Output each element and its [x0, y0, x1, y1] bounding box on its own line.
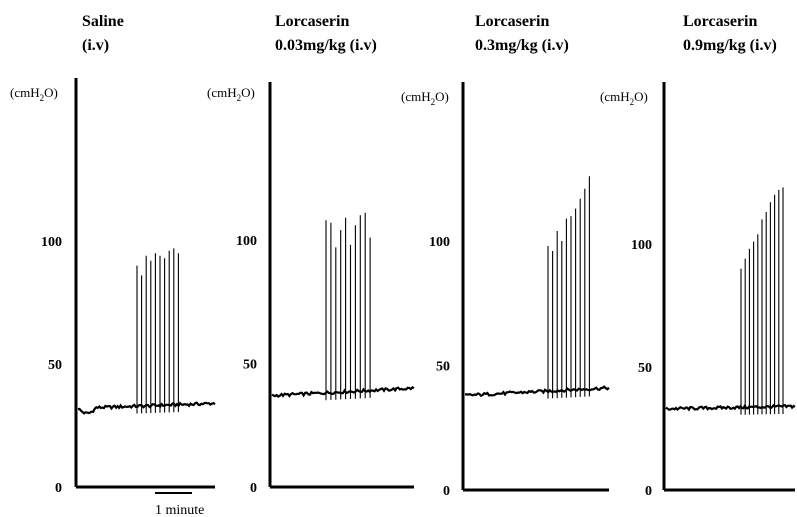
y-tick-label: 100: [236, 234, 257, 249]
panel-title-line: Lorcaserin: [683, 13, 757, 30]
panel-title-line: 0.9mg/kg (i.v): [683, 37, 777, 54]
y-tick-label: 0: [443, 484, 450, 499]
panel-title-line: 0.3mg/kg (i.v): [475, 37, 569, 54]
y-tick-label: 50: [243, 358, 257, 373]
unit-tail: O): [634, 89, 648, 104]
y-axis-unit-label: (cmH2O): [207, 85, 255, 103]
scale-bar: 1 minute: [155, 492, 204, 517]
y-tick-label: 100: [631, 238, 652, 253]
y-tick-label: 0: [55, 481, 62, 496]
unit-subscript: 2: [237, 93, 242, 103]
y-tick-label: 50: [48, 358, 62, 373]
y-axis-unit-label: (cmH2O): [10, 85, 58, 103]
baseline-trace: [271, 386, 415, 398]
chart-panel-4: Lorcaserin 0.9mg/kg (i.v) (cmH2O) 0 50 100: [600, 13, 796, 499]
y-tick-label: 50: [638, 361, 652, 376]
scale-bar-label: 1 minute: [155, 503, 204, 517]
unit-subscript: 2: [630, 97, 635, 107]
unit-subscript: 2: [40, 93, 45, 103]
baseline-trace: [665, 403, 796, 412]
unit-main: (cmH: [600, 89, 630, 104]
y-tick-label: 0: [645, 484, 652, 499]
unit-main: (cmH: [401, 89, 431, 104]
unit-main: (cmH: [10, 85, 40, 100]
y-tick-label: 100: [429, 235, 450, 250]
y-axis-unit-label: (cmH2O): [600, 89, 648, 107]
chart-panel-2: Lorcaserin 0.03mg/kg (i.v) (cmH2O) 0 50 100: [207, 13, 415, 496]
unit-tail: O): [241, 85, 255, 100]
chart-panel-1: Saline (i.v) (cmH2O) 0 50 100: [10, 13, 216, 496]
y-tick-label: 0: [250, 481, 257, 496]
y-tick-label: 100: [41, 235, 62, 250]
unit-tail: O): [435, 89, 449, 104]
panel-title-line: (i.v): [82, 37, 109, 54]
y-axis-unit-label: (cmH2O): [401, 89, 449, 107]
panel-title-line: Lorcaserin: [275, 13, 349, 30]
unit-tail: O): [44, 85, 58, 100]
unit-subscript: 2: [431, 97, 436, 107]
panel-title-line: 0.03mg/kg (i.v): [275, 37, 377, 54]
panel-title-line: Lorcaserin: [475, 13, 549, 30]
chart-panel-3: Lorcaserin 0.3mg/kg (i.v) (cmH2O) 0 50 100: [401, 13, 610, 499]
unit-main: (cmH: [207, 85, 237, 100]
panel-title-line: Saline: [82, 13, 124, 30]
baseline-trace: [465, 385, 610, 397]
y-tick-label: 50: [436, 360, 450, 375]
